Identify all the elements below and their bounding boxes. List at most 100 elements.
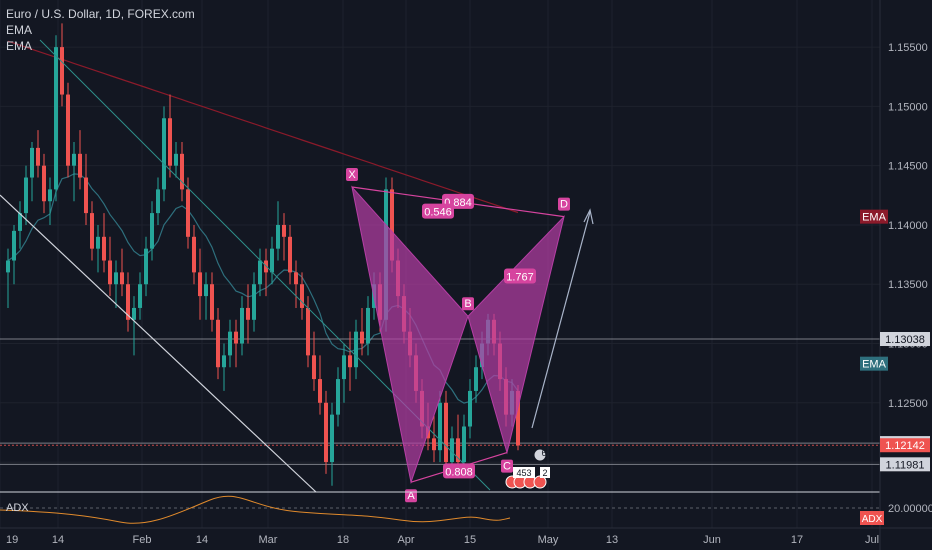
- time-tick-label: Jun: [703, 534, 721, 546]
- candle-body: [276, 224, 280, 249]
- candle-body: [336, 379, 340, 415]
- time-tick-label: 14: [196, 534, 208, 546]
- candle-body: [222, 355, 226, 368]
- candle-body: [432, 438, 436, 451]
- price-tick-label: 1.15500: [888, 42, 928, 54]
- pattern-ratio-badge: [422, 203, 454, 219]
- candle-body: [198, 272, 202, 297]
- pattern-ratio-label: 1.767: [506, 271, 534, 283]
- candle-body: [354, 331, 358, 368]
- price-badge: [860, 356, 888, 371]
- adx-pane: [0, 491, 932, 529]
- adx-tick-label: 20.00000: [888, 503, 932, 515]
- candle-body: [342, 355, 346, 380]
- candle-body: [54, 47, 58, 190]
- candle-body: [216, 319, 220, 368]
- candle-body: [174, 153, 178, 166]
- candle-body: [12, 230, 16, 261]
- candle-body: [270, 248, 274, 273]
- pattern-ratio-badge: [443, 463, 475, 479]
- projection-arrow: [531, 211, 591, 429]
- price-tick-label: 1.14500: [888, 161, 928, 173]
- pattern-point-badge: [462, 297, 474, 311]
- candle-body: [66, 94, 70, 166]
- ema-slow-line: [7, 40, 519, 214]
- pattern-ratio-badge: [504, 268, 536, 284]
- candle-body: [240, 307, 244, 344]
- candle-body: [246, 307, 250, 320]
- candle-body: [288, 236, 292, 273]
- pattern-triangle-xab: [351, 185, 469, 485]
- candle-body: [330, 414, 334, 463]
- price-badge-label: 1.11981: [886, 459, 925, 471]
- time-tick-label: 15: [464, 534, 476, 546]
- adx-indicator-label[interactable]: ADX: [6, 502, 29, 514]
- candle-body: [84, 177, 88, 214]
- candle-body: [186, 189, 190, 237]
- time-axis[interactable]: 19 14 Feb 14 Mar 18 Apr 15 May 13 Jun 17 Jul: [6, 534, 879, 546]
- candle-body: [282, 224, 286, 237]
- chart-legend: Euro / U.S. Dollar, 1D, FOREX.com EMA EM…: [6, 6, 195, 54]
- candle-body: [42, 165, 46, 202]
- candle-body: [60, 47, 64, 95]
- candle-body: [90, 213, 94, 249]
- candle-body: [48, 189, 52, 202]
- price-tick-label: 1.15000: [888, 101, 928, 113]
- price-badge: [860, 209, 888, 224]
- price-badge-label: EMA: [862, 359, 887, 371]
- pattern-point-badge: [558, 197, 570, 211]
- candle-body: [6, 260, 10, 273]
- time-tick-label: Jul: [865, 534, 879, 546]
- candle-body: [138, 284, 142, 308]
- time-tick-label: May: [538, 534, 559, 546]
- candle-body: [456, 438, 460, 463]
- indicator-ema-1[interactable]: EMA: [6, 23, 33, 37]
- event-marker: [533, 448, 547, 462]
- adx-badge-label: ADX: [862, 514, 883, 525]
- event-count: 2: [542, 468, 547, 478]
- candle-body: [360, 331, 364, 344]
- price-axis[interactable]: 1.15500 1.15000 1.14500 1.14000 1.13500 1.130…: [860, 0, 932, 550]
- candle-body: [348, 355, 352, 368]
- symbol-title[interactable]: Euro / U.S. Dollar, 1D, FOREX.com: [6, 7, 195, 21]
- price-badge: [880, 457, 930, 472]
- candle-body: [324, 402, 328, 463]
- price-tick-label: 1.13500: [888, 279, 928, 291]
- candle-body: [258, 260, 262, 285]
- time-tick-label: Mar: [259, 534, 278, 546]
- candle-body: [468, 390, 472, 427]
- candle-body: [120, 272, 124, 285]
- candle-body: [24, 177, 28, 214]
- candle-body: [390, 189, 394, 261]
- time-tick-label: 14: [52, 534, 64, 546]
- pattern-point-b: B: [464, 298, 471, 310]
- time-tick-label: Apr: [397, 534, 414, 546]
- price-tick-label: 1.12500: [888, 398, 928, 410]
- candle-body: [228, 331, 232, 356]
- candle-body: [300, 284, 304, 308]
- candle-body: [144, 248, 148, 285]
- pattern-ratio-label: 0.546: [424, 207, 452, 219]
- event-markers: 6 453 2: [505, 448, 550, 489]
- candle-body: [114, 272, 118, 285]
- candle-body: [108, 260, 112, 285]
- candle-body: [444, 402, 448, 463]
- candle-body: [474, 367, 478, 391]
- candle-body: [252, 284, 256, 320]
- event-count-badge: [540, 467, 550, 478]
- event-count: 453: [516, 468, 531, 478]
- candle-body: [180, 153, 184, 190]
- candle-body: [204, 284, 208, 297]
- time-tick-label: 19: [6, 534, 18, 546]
- candle-body: [318, 379, 322, 403]
- candle-body: [294, 272, 298, 285]
- price-tick-label: 1.14000: [888, 220, 928, 232]
- time-tick-label: Feb: [133, 534, 152, 546]
- indicator-ema-2[interactable]: EMA: [6, 39, 33, 53]
- candle-body: [234, 331, 238, 344]
- price-badge: [880, 332, 930, 347]
- candle-body: [30, 147, 34, 178]
- candle-body: [18, 213, 22, 231]
